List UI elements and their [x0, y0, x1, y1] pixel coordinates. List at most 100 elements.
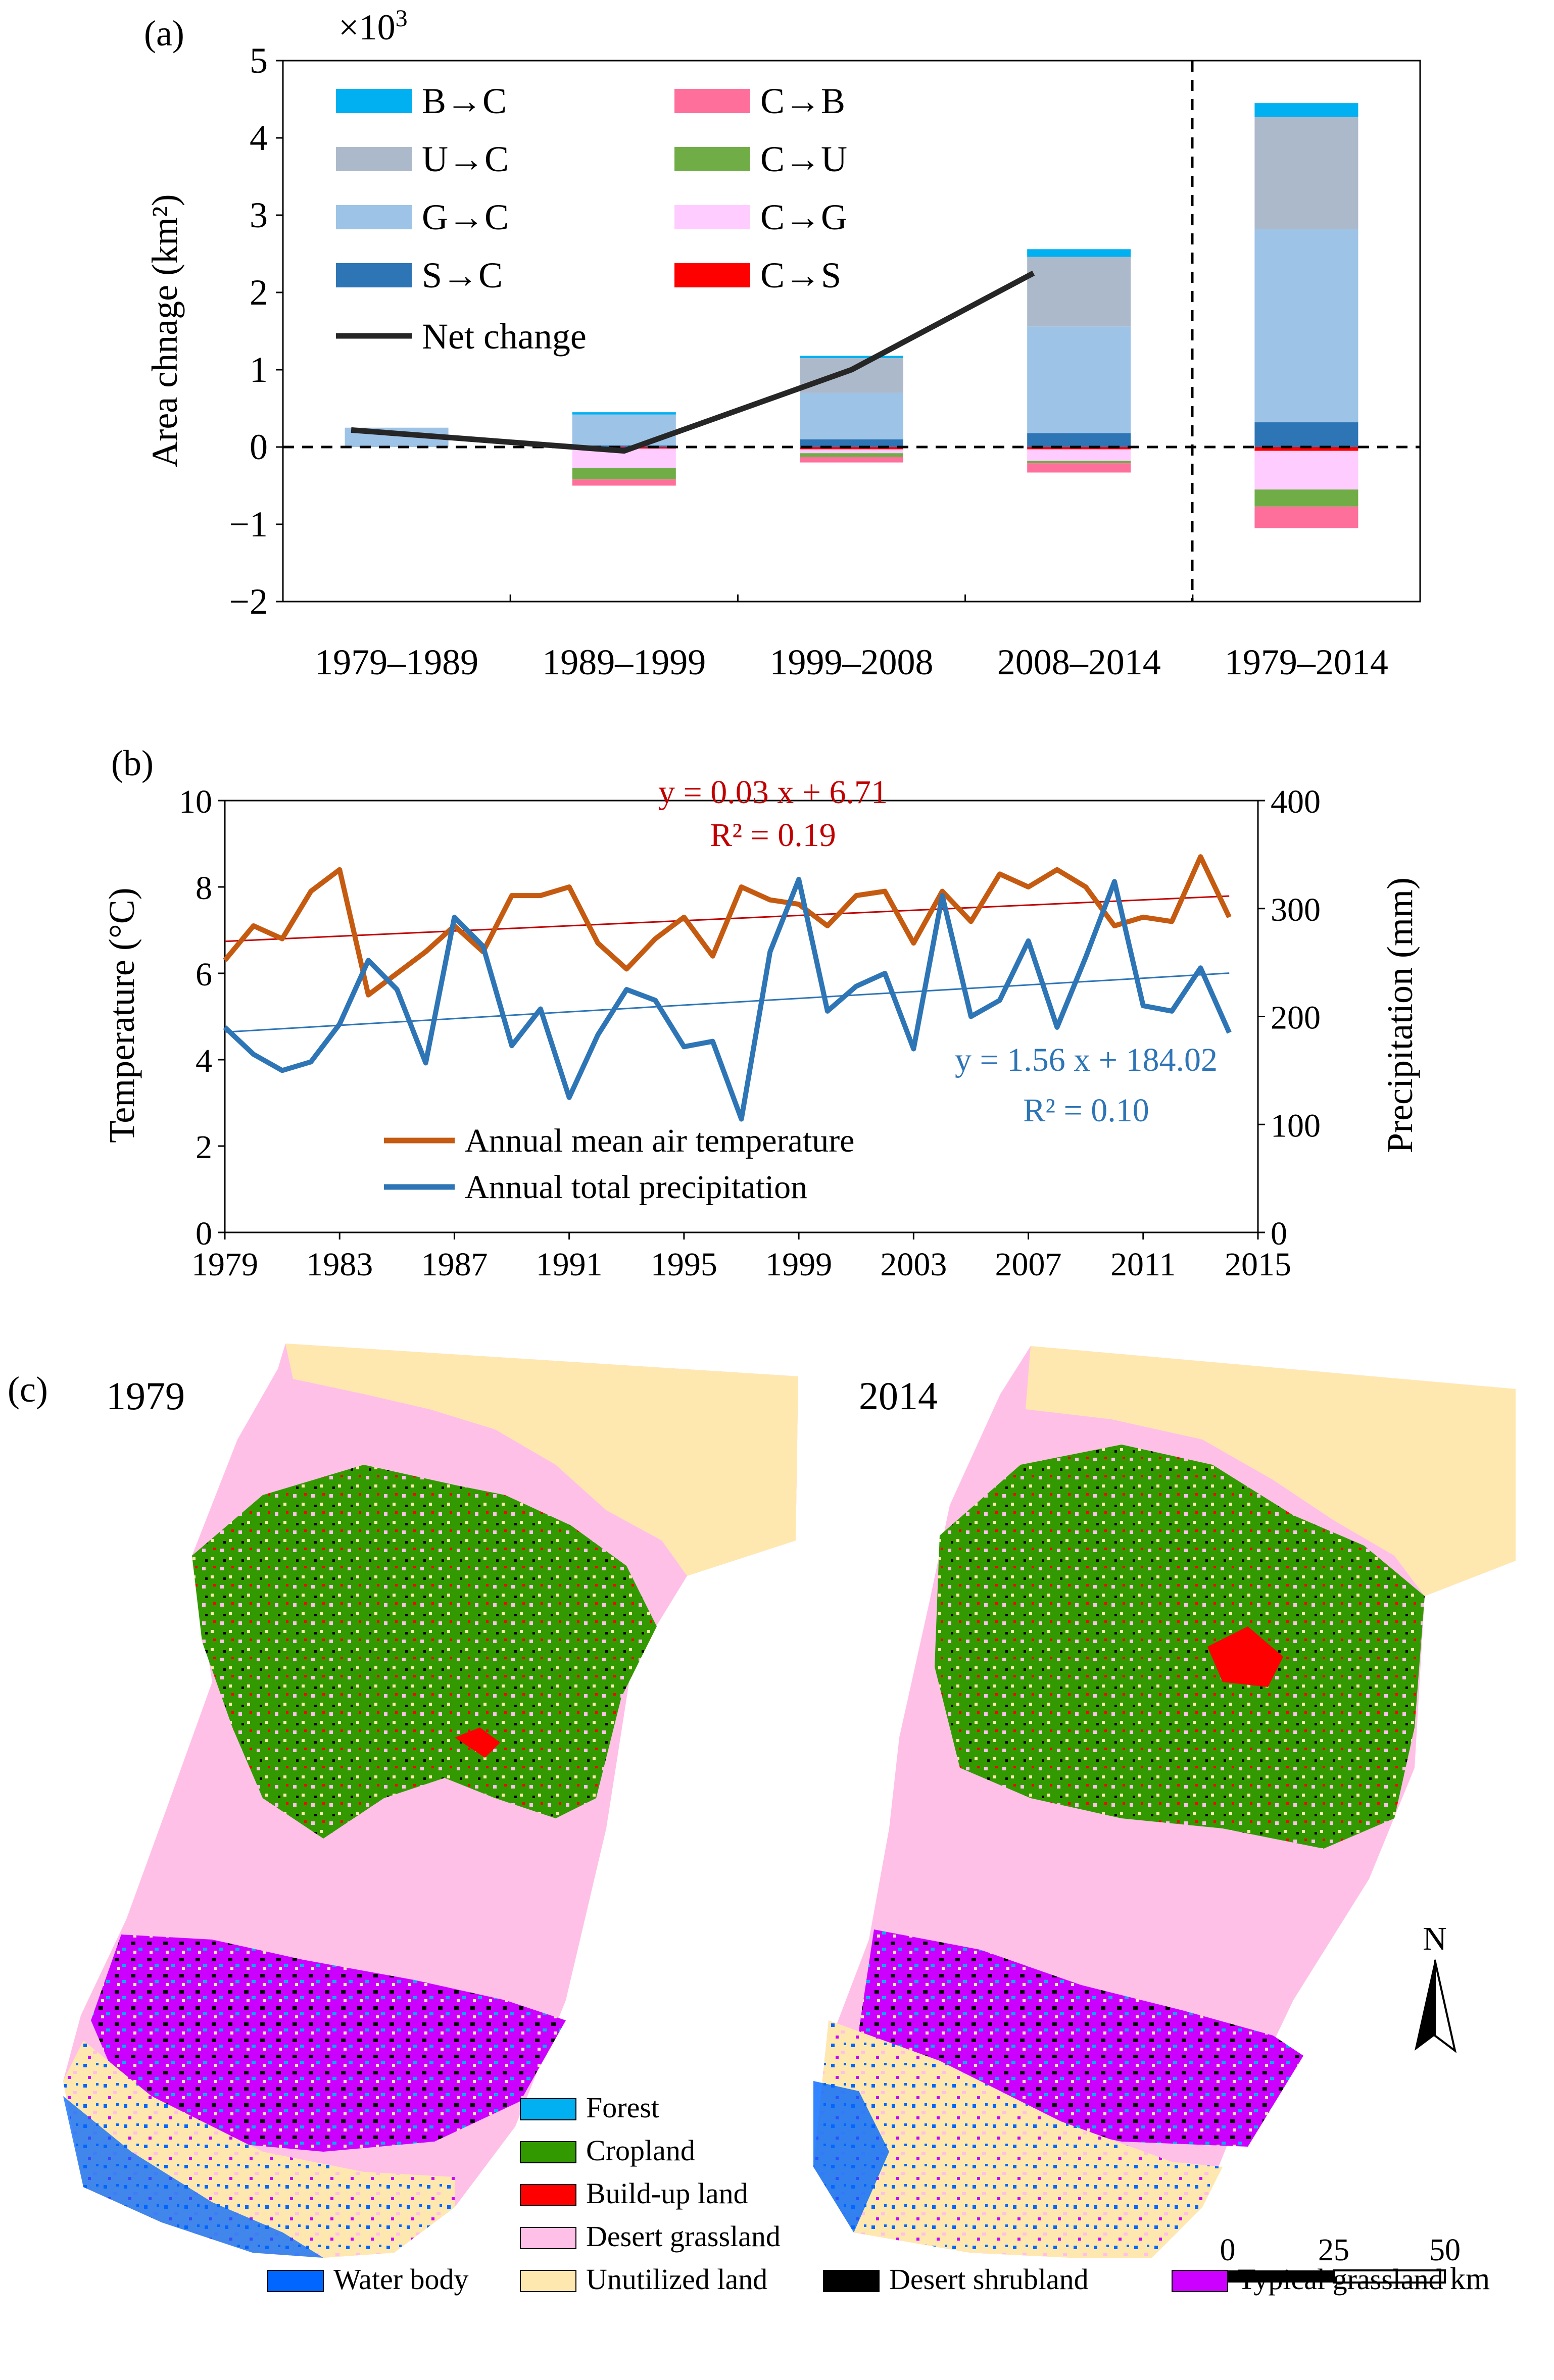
- plot-frame-a: [282, 60, 1421, 603]
- legend-label-desert-grassland: Desert grassland: [586, 2220, 781, 2253]
- precipitation-trend-equation: y = 1.56 x + 184.02: [955, 1042, 1218, 1078]
- scale-tick-50: 50: [1429, 2233, 1461, 2267]
- scale-bar: 0 25 50 km: [1220, 2233, 1490, 2296]
- x-tick-label-b: 1995: [651, 1246, 717, 1283]
- map-2014: 2014: [813, 1346, 1516, 2258]
- legend-swatch-b-to-c: [336, 89, 412, 113]
- x-tick-label-b: 1983: [306, 1246, 373, 1283]
- y-right-tick-label-b: 300: [1271, 891, 1321, 928]
- x-tick-label-a: 2008–2014: [997, 642, 1161, 682]
- bar-c-to-g-2008-2014: [1027, 449, 1131, 461]
- legend-swatch-c-to-u: [674, 147, 750, 171]
- legend-swatch-cropland: [520, 2141, 576, 2163]
- scale-unit: km: [1450, 2262, 1490, 2296]
- multiplier-exponent: 3: [396, 5, 408, 32]
- legend-swatch-forest: [520, 2098, 576, 2120]
- legend-label-c-to-u: C→U: [760, 139, 847, 179]
- x-tick-label-b: 1987: [421, 1246, 488, 1283]
- legend-label-typical-grassland: Typical grassland: [1238, 2263, 1443, 2296]
- legend-label-precipitation: Annual total precipitation: [465, 1169, 807, 1206]
- series-b: [223, 854, 1232, 1122]
- y-tick-label-b: 10: [179, 783, 212, 820]
- map-2014-water-body: [813, 2081, 889, 2233]
- map-2014-unutilized-north: [1026, 1346, 1516, 1596]
- y-tick-label-a: 2: [250, 272, 268, 313]
- map-2014-cropland: [935, 1445, 1425, 1849]
- temperature-trend-equation: y = 0.03 x + 6.71: [658, 774, 888, 811]
- temperature-trend-r2: R² = 0.19: [710, 817, 836, 854]
- y-axis-label-b: Temperature (°C): [102, 887, 142, 1143]
- y-tick-label-b: 8: [196, 870, 212, 907]
- bar-c-to-u-1979-2014: [1254, 489, 1358, 507]
- y-tick-label-b: 4: [196, 1043, 212, 1079]
- legend-swatch-s-to-c: [336, 263, 412, 287]
- map-2014-unutilized-south: [813, 2020, 1223, 2258]
- legend-swatch-u-to-c: [336, 147, 412, 171]
- legend-label-temperature: Annual mean air temperature: [465, 1122, 854, 1159]
- bar-b-to-c-2008-2014: [1027, 249, 1131, 257]
- legend-swatch-unutilized-land: [520, 2270, 576, 2292]
- trend-line-annual-total-precipitation: [224, 972, 1230, 1033]
- scale-tick-25: 25: [1318, 2233, 1349, 2267]
- bar-c-to-b-1989-1999: [572, 479, 676, 486]
- bar-u-to-c-1979-2014: [1254, 117, 1358, 229]
- x-tick-label-b: 1991: [536, 1246, 603, 1283]
- x-tick-label-a: 1979–1989: [315, 642, 478, 682]
- y-right-tick-label-b: 100: [1271, 1107, 1321, 1144]
- legend-label-b-to-c: B→C: [422, 81, 507, 121]
- bar-c-to-g-1979-2014: [1254, 451, 1358, 490]
- precipitation-trend-r2: R² = 0.10: [1023, 1092, 1149, 1129]
- y-axis-right-label-b: Precipitation (mm): [1380, 877, 1420, 1153]
- y-tick-label-b: 2: [196, 1129, 212, 1166]
- map-1979-unutilized-north: [285, 1344, 798, 1576]
- legend-b: Annual mean air temperature Annual total…: [384, 1122, 854, 1206]
- bar-g-to-c-1999-2008: [800, 392, 903, 439]
- map-1979-cropland: [192, 1465, 657, 1839]
- multiplier-label: ×103: [338, 5, 408, 47]
- bar-g-to-c-2008-2014: [1027, 326, 1131, 433]
- x-tick-label-a: 1999–2008: [770, 642, 934, 682]
- map-1979-water-body: [63, 2096, 323, 2258]
- legend-label-water-body: Water body: [333, 2263, 469, 2296]
- bar-s-to-c-1989-1999: [572, 445, 676, 447]
- legend-label-s-to-c: S→C: [422, 255, 503, 295]
- bar-b-to-c-1999-2008: [800, 356, 903, 359]
- bar-u-to-c-2008-2014: [1027, 257, 1131, 327]
- bar-s-to-c-1979-2014: [1254, 422, 1358, 447]
- legend-swatch-g-to-c: [336, 205, 412, 229]
- map-1979-build-up-land: [455, 1727, 500, 1758]
- y-axis-a: −2 −1 0 1 2 3 4 5: [229, 40, 283, 622]
- y-right-tick-label-b: 200: [1271, 1000, 1321, 1036]
- map-2014-year: 2014: [859, 1374, 938, 1418]
- map-1979-year: 1979: [106, 1374, 185, 1418]
- bar-b-to-c-1989-1999: [572, 412, 676, 415]
- north-arrow-left-half: [1415, 1960, 1435, 2051]
- y-tick-label-a: 5: [250, 40, 268, 81]
- legend-swatch-water-body: [267, 2270, 324, 2292]
- bar-b-to-c-1979-2014: [1254, 103, 1358, 117]
- bar-c-to-u-1989-1999: [572, 468, 676, 480]
- x-tick-label-b: 2007: [995, 1246, 1062, 1283]
- legend-label-forest: Forest: [586, 2091, 659, 2124]
- x-tick-label-a: 1989–1999: [542, 642, 706, 682]
- x-axis-a: 1979–1989 1989–1999 1999–2008 2008–2014 1979…: [315, 594, 1388, 682]
- legend-label-c-to-g: C→G: [760, 197, 847, 237]
- legend-label-desert-shrubland: Desert shrubland: [889, 2263, 1089, 2296]
- panel-b-tag: (b): [111, 743, 154, 783]
- legend-landcover-row: Water body Unutilized land Desert shrubl…: [267, 2263, 1443, 2296]
- legend-label-net-change: Net change: [422, 316, 587, 357]
- panel-a-tag: (a): [144, 13, 184, 54]
- legend-label-cropland: Cropland: [586, 2134, 695, 2167]
- y-tick-label-a: 0: [250, 427, 268, 467]
- legend-swatch-build-up-land: [520, 2184, 576, 2206]
- panel-c: (c) 1979 2014 N: [8, 1344, 1516, 2296]
- legend-label-g-to-c: G→C: [422, 197, 509, 237]
- y-tick-label-a: 4: [250, 118, 268, 158]
- bar-c-to-u-1999-2008: [800, 453, 903, 457]
- y-tick-label-b: 0: [196, 1215, 212, 1252]
- plot-frame-b: [224, 800, 1259, 1233]
- bar-s-to-c-2008-2014: [1027, 433, 1131, 447]
